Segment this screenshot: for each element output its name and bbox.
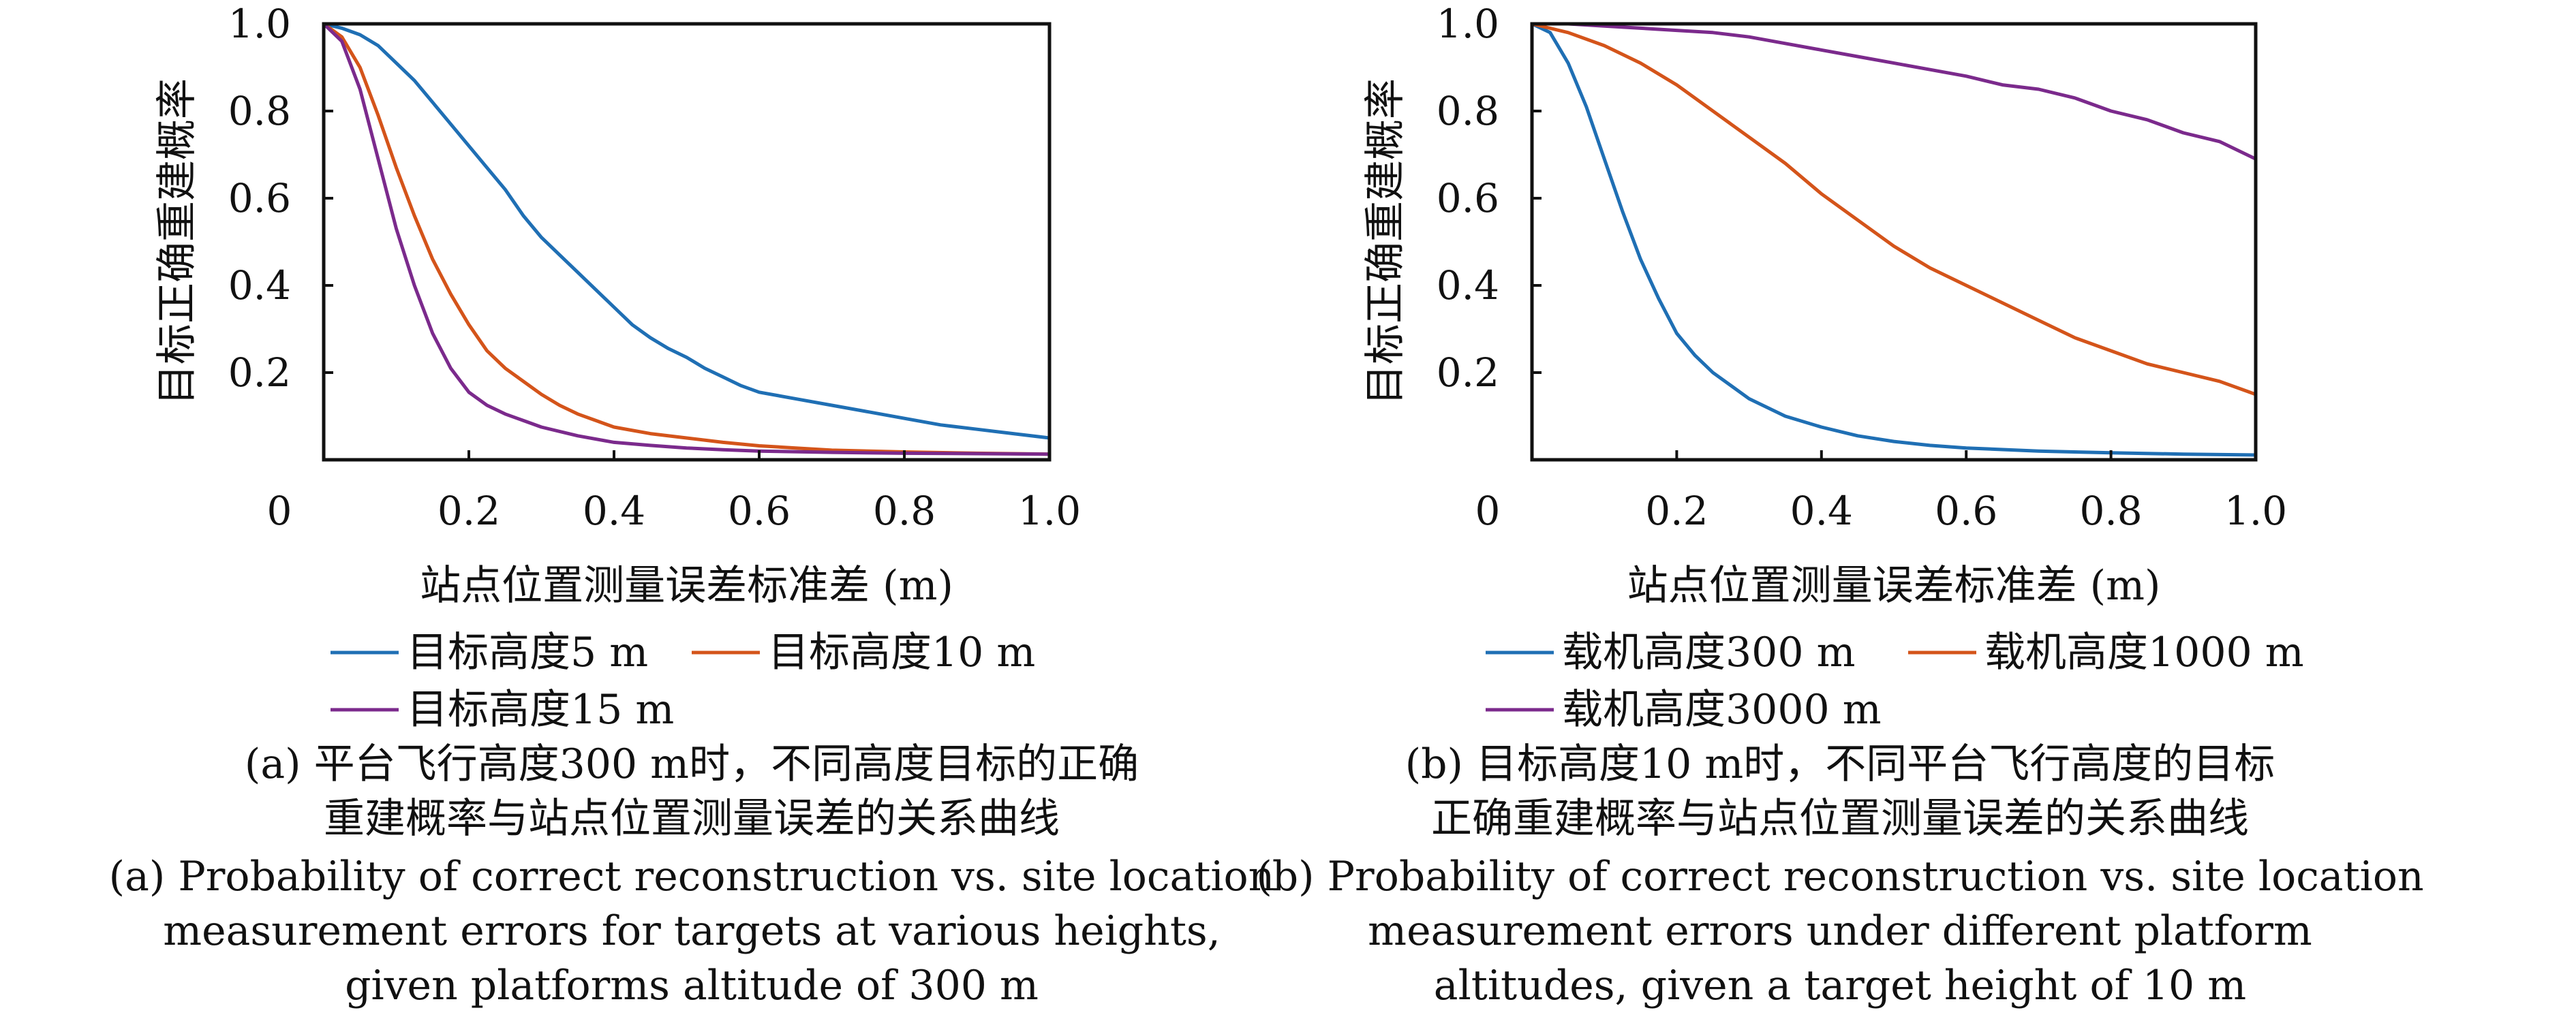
x-axis-title: 站点位置测量误差标准差 (m) bbox=[1627, 562, 2161, 610]
series-line-2 bbox=[1530, 22, 2258, 161]
caption-en-line: given platforms altitude of 300 m bbox=[345, 962, 1039, 1009]
y-axis-title: 目标正确重建概率 bbox=[1362, 78, 1409, 405]
series-line-2 bbox=[322, 22, 1052, 456]
y-tick-label: 1.0 bbox=[1437, 1, 1499, 47]
legend-label-1: 载机高度1000 m bbox=[1984, 629, 2304, 676]
plot-frame bbox=[322, 22, 1052, 462]
legend-label-2: 载机高度3000 m bbox=[1562, 686, 1882, 734]
caption-en-line: (b) Probability of correct reconstructio… bbox=[1256, 853, 2423, 900]
caption-zh-line: (b) 目标高度10 m时，不同平台飞行高度的目标 bbox=[1405, 740, 2275, 788]
y-tick-label: 1.0 bbox=[228, 1, 291, 47]
legend-label-2: 目标高度15 m bbox=[407, 686, 674, 734]
y-tick-label: 0.2 bbox=[228, 349, 291, 396]
caption-zh-line: 重建概率与站点位置测量误差的关系曲线 bbox=[324, 795, 1060, 843]
legend-label-0: 载机高度300 m bbox=[1562, 629, 1856, 676]
series-line-0 bbox=[1530, 22, 2258, 457]
y-tick-label: 0.6 bbox=[228, 175, 291, 221]
y-tick-label: 0.4 bbox=[1437, 262, 1499, 309]
y-tick-label: 0.8 bbox=[1437, 88, 1499, 134]
y-axis-title: 目标正确重建概率 bbox=[153, 78, 201, 405]
caption-en-line: measurement errors under different platf… bbox=[1368, 907, 2312, 955]
x-tick-label: 0.8 bbox=[2079, 488, 2142, 534]
caption-zh-line: 正确重建概率与站点位置测量误差的关系曲线 bbox=[1431, 795, 2249, 843]
x-tick-label: 0.6 bbox=[728, 488, 791, 534]
y-tick-label: 0.8 bbox=[228, 88, 291, 134]
legend-label-0: 目标高度5 m bbox=[407, 629, 648, 676]
series-line-1 bbox=[322, 22, 1052, 456]
series-line-0 bbox=[322, 22, 1052, 440]
legend-label-1: 目标高度10 m bbox=[768, 629, 1035, 676]
x-tick-label: 0.4 bbox=[583, 488, 645, 534]
panel-b: 0 0.2 0.4 0.6 0.8 1.0 0.2 0.4 0.6 0.8 1.0 站点位置测量误差标… bbox=[1256, 1, 2423, 1009]
caption-en-line: altitudes, given a target height of 10 m bbox=[1434, 962, 2246, 1009]
y-tick-label: 0.6 bbox=[1437, 175, 1499, 221]
x-tick-label: 0.2 bbox=[438, 488, 500, 534]
caption-en-line: measurement errors for targets at variou… bbox=[163, 907, 1221, 955]
x-tick-label: 0 bbox=[1475, 488, 1501, 534]
x-tick-label: 0 bbox=[267, 488, 292, 534]
x-tick-label: 0.4 bbox=[1790, 488, 1853, 534]
x-axis-title: 站点位置测量误差标准差 (m) bbox=[420, 562, 953, 610]
x-tick-label: 0.6 bbox=[1935, 488, 1997, 534]
x-tick-label: 0.8 bbox=[873, 488, 936, 534]
y-tick-label: 0.4 bbox=[228, 262, 291, 309]
series-line-1 bbox=[1530, 22, 2258, 396]
x-tick-label: 1.0 bbox=[2224, 488, 2287, 534]
y-tick-label: 0.2 bbox=[1437, 349, 1499, 396]
panel-a: 0 0.2 0.4 0.6 0.8 1.0 0.2 0.4 0.6 0.8 1.0 站点位置测量误差标… bbox=[109, 1, 1275, 1009]
x-tick-label: 0.2 bbox=[1645, 488, 1708, 534]
caption-en-line: (a) Probability of correct reconstructio… bbox=[109, 853, 1275, 900]
caption-zh-line: (a) 平台飞行高度300 m时，不同高度目标的正确 bbox=[245, 740, 1139, 788]
plot-frame bbox=[1530, 22, 2258, 462]
x-tick-label: 1.0 bbox=[1018, 488, 1081, 534]
